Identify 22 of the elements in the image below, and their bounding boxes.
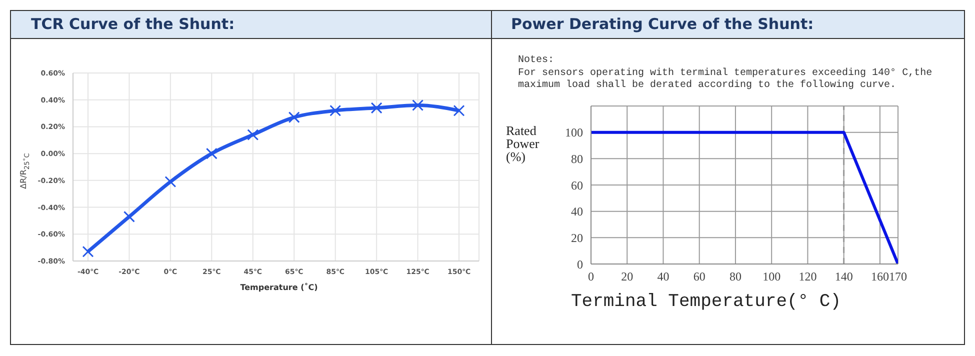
text: For sensors operating with terminal temperatures exceeding 140° C,the maximum load shall be derated according to the following curve.	[518, 68, 934, 92]
x-axis-title: Temperature (˚C)	[239, 283, 319, 292]
x-tick-label: 0	[588, 270, 594, 284]
x-tick-label: 120	[798, 270, 817, 284]
x-tick-label: 80	[729, 270, 742, 284]
y-tick-label: 20	[571, 230, 583, 245]
y-tick-label: 60	[571, 178, 583, 192]
chart-title: TCR Curve of the Shunt:	[31, 15, 235, 33]
y-tick-label: 100	[565, 126, 583, 140]
text: Notes:	[518, 55, 556, 67]
y-axis-title: Rated Power (%)	[506, 123, 540, 164]
y-tick-label: 80	[571, 152, 583, 166]
x-tick-label: 140	[834, 270, 853, 284]
x-axis-title: Terminal Temperature(° C)	[570, 292, 842, 312]
x-tick-label: 40	[657, 270, 670, 284]
x-tick-label: 160	[870, 270, 889, 284]
x-tick-label: 60	[693, 270, 706, 284]
y-tick-label: 40	[571, 204, 583, 219]
chart-title: Power Derating Curve of the Shunt:	[511, 15, 814, 33]
x-tick-label: 100	[762, 270, 781, 284]
x-tick-label: 20	[621, 270, 634, 284]
x-tick-label: 170	[889, 270, 907, 284]
